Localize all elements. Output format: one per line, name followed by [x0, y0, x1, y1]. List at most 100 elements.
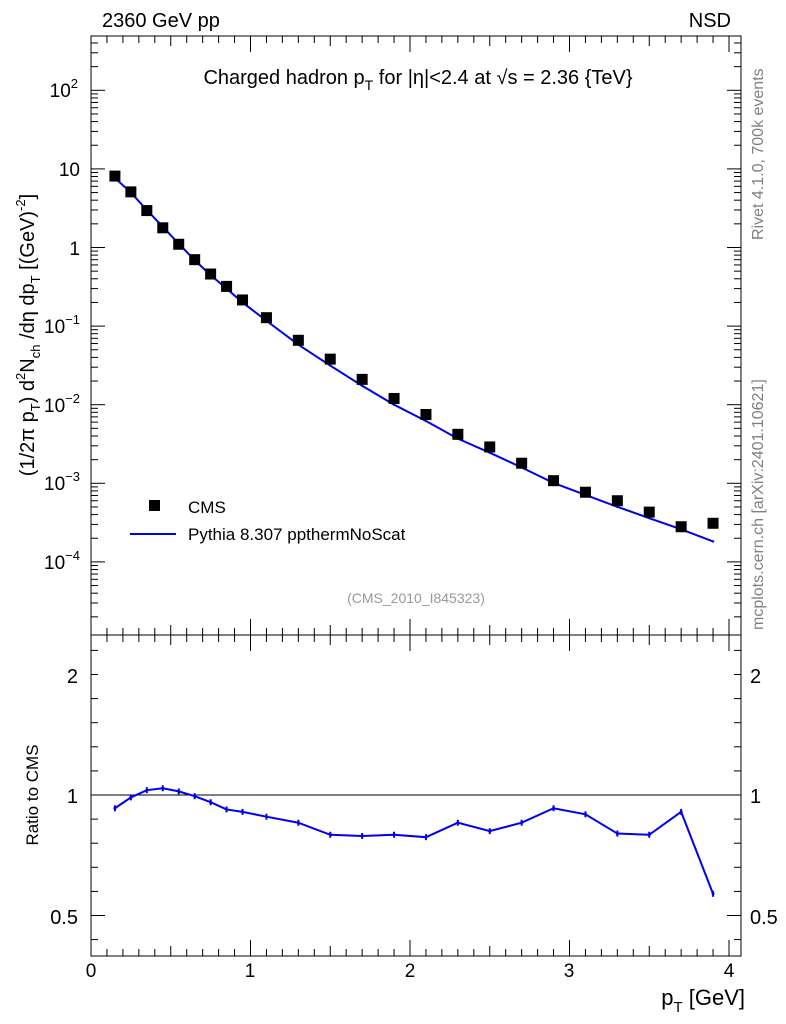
y-tick-label-1e-3: 10−3 [44, 469, 80, 495]
data-point [157, 222, 169, 234]
header-left-label: 2360 GeV pp [102, 10, 220, 32]
ratio-point [113, 806, 117, 810]
data-point [643, 506, 655, 518]
data-point [579, 486, 591, 498]
mc-point [392, 403, 396, 406]
mc-point [360, 384, 364, 387]
data-point [109, 170, 121, 182]
header-right-label: NSD [689, 10, 731, 32]
ratio-point [488, 829, 492, 833]
ratio-point [296, 821, 300, 825]
y-axis-title-top: (1/2π pT) d2Nch /dη dpT [(GeV)-2] [13, 194, 43, 476]
y-tick-label-10: 10 [59, 160, 80, 181]
ratio-point [392, 833, 396, 837]
y-axis-title-bottom: Ratio to CMS [23, 744, 42, 845]
ratio-tick-label-2: 2 [67, 666, 78, 688]
x-tick-label-3: 3 [564, 961, 575, 982]
ratio-point [161, 786, 165, 790]
ratio-point [264, 815, 268, 819]
data-point [292, 334, 304, 346]
rivet-info-label: Rivet 4.1.0, 700k events [750, 68, 767, 240]
ratio-point [241, 810, 245, 814]
data-point [260, 312, 272, 324]
ratio-tick-label-right-1: 1 [750, 786, 761, 808]
data-point [189, 254, 201, 266]
ratio-point [424, 835, 428, 839]
ratio-point [615, 832, 619, 836]
data-point [173, 238, 185, 250]
data-point [205, 268, 217, 280]
data-point [388, 392, 400, 404]
data-point [125, 186, 137, 198]
data-point [237, 294, 249, 306]
main-panel-frame [90, 35, 742, 636]
ratio-series-line [114, 787, 714, 895]
ratio-point [145, 788, 149, 792]
ratio-tick-label-right-2: 2 [750, 666, 761, 688]
main-axis-ticks [91, 42, 741, 618]
ratio-point [193, 794, 197, 798]
mc-series-line [114, 177, 714, 543]
legend-mc-label: Pythia 8.307 ppthermNoScat [188, 525, 406, 544]
x-tick-label-1: 1 [245, 961, 256, 982]
ratio-tick-label-1: 1 [67, 786, 78, 808]
x-tick-label-4: 4 [724, 961, 735, 982]
analysis-id-label: (CMS_2010_I845323) [347, 590, 485, 606]
legend: CMS Pythia 8.307 ppthermNoScat [130, 498, 406, 544]
mcplots-info-label: mcplots.cern.ch [arXiv:2401.10621] [750, 379, 767, 630]
ratio-point [520, 821, 524, 825]
ratio-point [129, 795, 133, 799]
data-point [221, 280, 233, 292]
data-point [611, 495, 623, 507]
mc-point [711, 540, 715, 543]
plot-title-rest: for |η|<2.4 at √s = 2.36 {TeV} [373, 67, 633, 89]
data-point [324, 353, 336, 365]
data-point [484, 441, 496, 453]
x-tick-label-2: 2 [405, 961, 416, 982]
ratio-point [583, 812, 587, 816]
ratio-point [360, 834, 364, 838]
legend-data-marker [149, 500, 160, 511]
y-tick-label-1e-4: 10−4 [44, 548, 80, 574]
data-point [548, 475, 560, 487]
ratio-point [328, 833, 332, 837]
ratio-tick-label-right-0.5: 0.5 [750, 907, 778, 929]
legend-data-label: CMS [188, 498, 226, 517]
ratio-point [225, 807, 229, 811]
mc-point [329, 364, 332, 367]
mc-point [424, 419, 428, 423]
plot-title-sub: T [365, 77, 374, 93]
main-data-series [109, 170, 719, 533]
plot-title: Charged hadron pT for |η|<2.4 at √s = 2.… [203, 67, 632, 93]
ratio-point [711, 892, 715, 896]
data-point [452, 428, 464, 440]
ratio-point [679, 810, 683, 814]
data-point [141, 205, 153, 217]
ratio-y-tick-labels: 2 1 0.5 2 1 0.5 [50, 666, 778, 929]
ratio-axis-ticks [91, 649, 741, 941]
x-axis-title: pT [GeV] [661, 985, 745, 1016]
ratio-point [552, 806, 556, 810]
x-axis-ticks [90, 36, 730, 956]
y-tick-label-1e-2: 10−2 [44, 391, 80, 417]
data-point [707, 517, 719, 529]
ratio-point [647, 833, 651, 837]
x-tick-label-0: 0 [86, 961, 97, 982]
ratio-point [177, 789, 181, 793]
main-mc-series [113, 176, 715, 543]
ratio-tick-label-0.5: 0.5 [50, 907, 78, 929]
ratio-series [113, 785, 715, 897]
ratio-point [456, 821, 460, 825]
data-point [356, 373, 368, 385]
data-point [420, 409, 432, 421]
data-point [516, 457, 528, 469]
y-tick-label-1e-1: 10−1 [44, 312, 80, 338]
y-tick-label-1e2: 102 [50, 76, 78, 102]
data-point [675, 521, 687, 533]
main-y-tick-labels: 102 10 1 10−1 10−2 10−3 10−4 [44, 76, 80, 574]
y-tick-label-1: 1 [69, 239, 80, 260]
ratio-point [209, 800, 213, 804]
plot-title-main: Charged hadron p [203, 67, 364, 89]
x-tick-labels: 0 1 2 3 4 [86, 961, 735, 982]
